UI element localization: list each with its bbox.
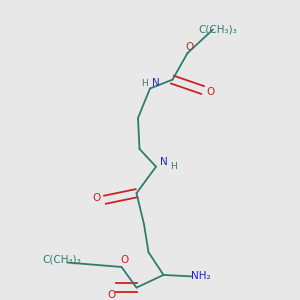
- Text: H: H: [141, 79, 148, 88]
- Text: O: O: [120, 255, 129, 265]
- Text: C(CH₃)₃: C(CH₃)₃: [198, 25, 237, 34]
- Text: NH₂: NH₂: [191, 272, 211, 281]
- Text: H: H: [170, 162, 177, 171]
- Text: N: N: [160, 157, 167, 167]
- Text: O: O: [186, 42, 194, 52]
- Text: O: O: [206, 87, 214, 97]
- Text: N: N: [152, 78, 159, 88]
- Text: C(CH₃)₃: C(CH₃)₃: [42, 255, 81, 265]
- Text: O: O: [107, 290, 115, 300]
- Text: O: O: [92, 193, 101, 203]
